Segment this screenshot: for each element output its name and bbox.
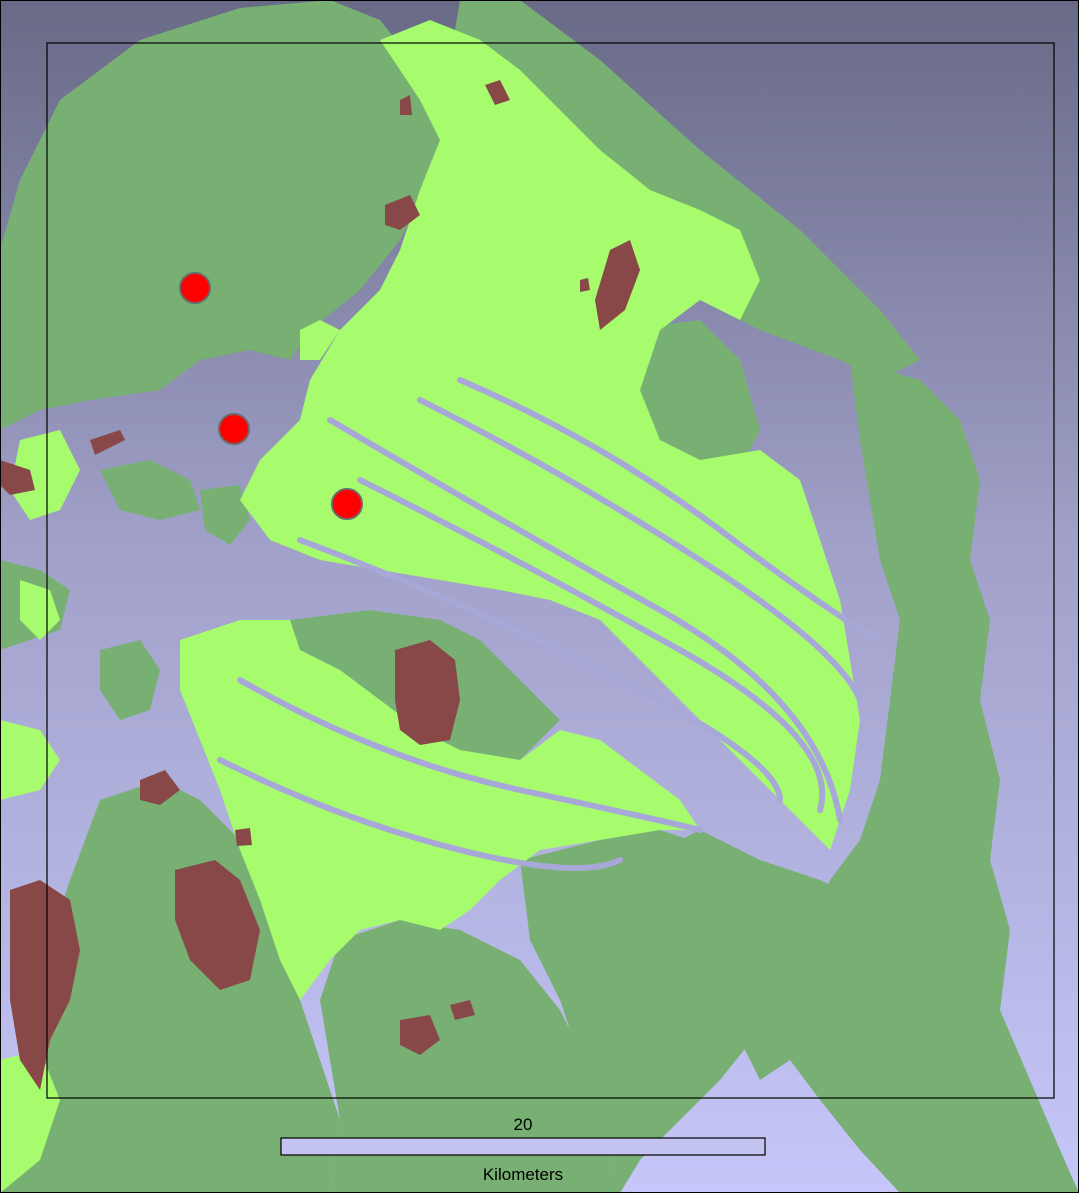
site-markers — [179, 272, 363, 520]
scale-bar-box — [280, 1137, 766, 1156]
scale-bar: 20 Kilometers — [280, 1115, 766, 1184]
site-marker-3[interactable] — [331, 488, 363, 520]
scale-bar-units: Kilometers — [483, 1165, 563, 1184]
scale-bar-value: 20 — [514, 1115, 533, 1134]
data-frame — [46, 42, 1055, 1099]
drainage-channels — [217, 377, 883, 871]
site-marker-1[interactable] — [179, 272, 211, 304]
outcrop-units — [0, 80, 640, 1090]
site-marker-2[interactable] — [218, 413, 250, 445]
